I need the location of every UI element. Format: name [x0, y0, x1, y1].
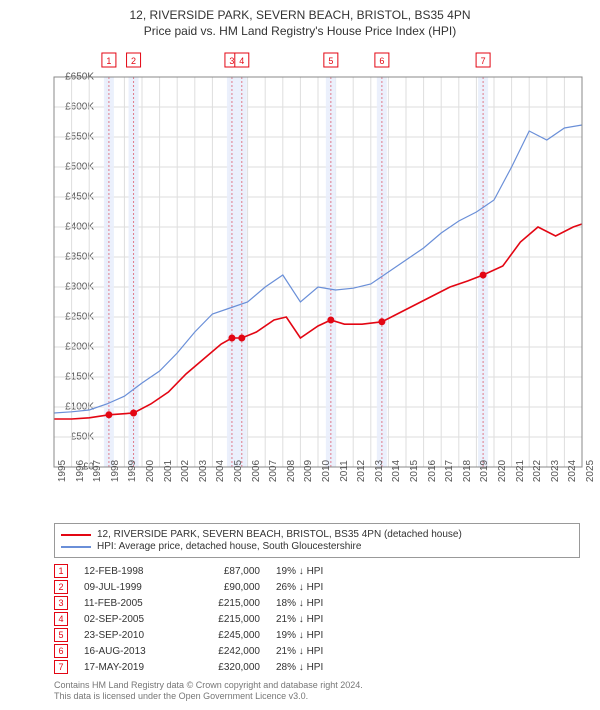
- x-tick-label: 2003: [198, 460, 209, 482]
- tx-row: 6 16-AUG-2013 £242,000 21% ↓ HPI: [54, 644, 580, 658]
- x-tick-label: 2001: [163, 460, 174, 482]
- x-tick-label: 2024: [567, 460, 578, 482]
- tx-diff: 21% ↓ HPI: [276, 646, 356, 657]
- x-tick-label: 1997: [92, 460, 103, 482]
- x-tick-label: 2006: [251, 460, 262, 482]
- tx-date: 11-FEB-2005: [84, 598, 174, 609]
- tx-price: £87,000: [190, 566, 260, 577]
- tx-diff: 28% ↓ HPI: [276, 662, 356, 673]
- tx-diff: 18% ↓ HPI: [276, 598, 356, 609]
- plot-box: £0£50K£100K£150K£200K£250K£300K£350K£400…: [54, 77, 582, 467]
- tx-date: 23-SEP-2010: [84, 630, 174, 641]
- x-tick-label: 2018: [462, 460, 473, 482]
- tx-diff: 26% ↓ HPI: [276, 582, 356, 593]
- x-tick-label: 1996: [75, 460, 86, 482]
- legend-swatch-hpi: [61, 546, 91, 548]
- tx-badge: 5: [54, 628, 68, 642]
- tx-price: £242,000: [190, 646, 260, 657]
- x-tick-label: 2013: [374, 460, 385, 482]
- x-tick-label: 2020: [497, 460, 508, 482]
- x-tick-label: 2010: [321, 460, 332, 482]
- tx-badge-7: 7: [476, 53, 490, 67]
- tx-badge-2: 2: [127, 53, 141, 67]
- legend-row-property: 12, RIVERSIDE PARK, SEVERN BEACH, BRISTO…: [61, 529, 573, 540]
- tx-badge: 3: [54, 596, 68, 610]
- legend-swatch-property: [61, 534, 91, 536]
- x-tick-label: 2007: [268, 460, 279, 482]
- title-line2: Price paid vs. HM Land Registry's House …: [8, 24, 592, 40]
- x-tick-label: 2023: [550, 460, 561, 482]
- tx-date: 02-SEP-2005: [84, 614, 174, 625]
- tx-badge: 4: [54, 612, 68, 626]
- chart-area: £0£50K£100K£150K£200K£250K£300K£350K£400…: [8, 45, 592, 515]
- legend-row-hpi: HPI: Average price, detached house, Sout…: [61, 541, 573, 552]
- x-tick-label: 1999: [127, 460, 138, 482]
- legend-label-hpi: HPI: Average price, detached house, Sout…: [97, 541, 361, 552]
- x-tick-label: 2004: [215, 460, 226, 482]
- x-tick-label: 2002: [180, 460, 191, 482]
- legend-label-property: 12, RIVERSIDE PARK, SEVERN BEACH, BRISTO…: [97, 529, 462, 540]
- tx-row: 3 11-FEB-2005 £215,000 18% ↓ HPI: [54, 596, 580, 610]
- x-tick-label: 2019: [479, 460, 490, 482]
- tx-price: £215,000: [190, 614, 260, 625]
- tx-price: £245,000: [190, 630, 260, 641]
- tx-price: £320,000: [190, 662, 260, 673]
- tx-badge: 7: [54, 660, 68, 674]
- svg-text:4: 4: [239, 56, 244, 66]
- svg-text:6: 6: [379, 56, 384, 66]
- footer-line1: Contains HM Land Registry data © Crown c…: [54, 680, 580, 691]
- tx-diff: 19% ↓ HPI: [276, 630, 356, 641]
- tx-badge-1: 1: [102, 53, 116, 67]
- tx-row: 4 02-SEP-2005 £215,000 21% ↓ HPI: [54, 612, 580, 626]
- tx-row: 1 12-FEB-1998 £87,000 19% ↓ HPI: [54, 564, 580, 578]
- svg-text:3: 3: [229, 56, 234, 66]
- tx-row: 2 09-JUL-1999 £90,000 26% ↓ HPI: [54, 580, 580, 594]
- chart-title: 12, RIVERSIDE PARK, SEVERN BEACH, BRISTO…: [8, 8, 592, 39]
- svg-text:5: 5: [328, 56, 333, 66]
- title-line1: 12, RIVERSIDE PARK, SEVERN BEACH, BRISTO…: [8, 8, 592, 24]
- tx-diff: 19% ↓ HPI: [276, 566, 356, 577]
- x-tick-label: 1998: [110, 460, 121, 482]
- x-tick-label: 2014: [391, 460, 402, 482]
- tx-badge-5: 5: [324, 53, 338, 67]
- legend: 12, RIVERSIDE PARK, SEVERN BEACH, BRISTO…: [54, 523, 580, 558]
- x-tick-label: 2017: [444, 460, 455, 482]
- x-tick-label: 2015: [409, 460, 420, 482]
- x-tick-label: 2022: [532, 460, 543, 482]
- tx-date: 09-JUL-1999: [84, 582, 174, 593]
- x-tick-label: 1995: [57, 460, 68, 482]
- x-tick-label: 2016: [427, 460, 438, 482]
- x-tick-label: 2005: [233, 460, 244, 482]
- tx-badge-6: 6: [375, 53, 389, 67]
- transactions-table: 1 12-FEB-1998 £87,000 19% ↓ HPI 2 09-JUL-1999…: [54, 564, 580, 674]
- x-tick-label: 2000: [145, 460, 156, 482]
- tx-badge: 6: [54, 644, 68, 658]
- x-tick-label: 2011: [339, 460, 350, 482]
- x-axis-labels: 1995199619971998199920002001200220032004…: [54, 467, 582, 509]
- svg-text:1: 1: [106, 56, 111, 66]
- tx-date: 17-MAY-2019: [84, 662, 174, 673]
- x-tick-label: 2012: [356, 460, 367, 482]
- tx-price: £90,000: [190, 582, 260, 593]
- x-tick-label: 2008: [286, 460, 297, 482]
- tx-badge: 2: [54, 580, 68, 594]
- tx-date: 16-AUG-2013: [84, 646, 174, 657]
- svg-text:2: 2: [131, 56, 136, 66]
- tx-row: 5 23-SEP-2010 £245,000 19% ↓ HPI: [54, 628, 580, 642]
- tx-row: 7 17-MAY-2019 £320,000 28% ↓ HPI: [54, 660, 580, 674]
- tx-badge: 1: [54, 564, 68, 578]
- svg-text:7: 7: [481, 56, 486, 66]
- tx-price: £215,000: [190, 598, 260, 609]
- x-tick-label: 2025: [585, 460, 596, 482]
- tx-diff: 21% ↓ HPI: [276, 614, 356, 625]
- tx-badge-4: 4: [235, 53, 249, 67]
- plot-svg: 1234567: [54, 77, 582, 467]
- tx-date: 12-FEB-1998: [84, 566, 174, 577]
- footer-line2: This data is licensed under the Open Gov…: [54, 691, 580, 702]
- footer: Contains HM Land Registry data © Crown c…: [54, 680, 580, 702]
- x-tick-label: 2021: [515, 460, 526, 482]
- x-tick-label: 2009: [303, 460, 314, 482]
